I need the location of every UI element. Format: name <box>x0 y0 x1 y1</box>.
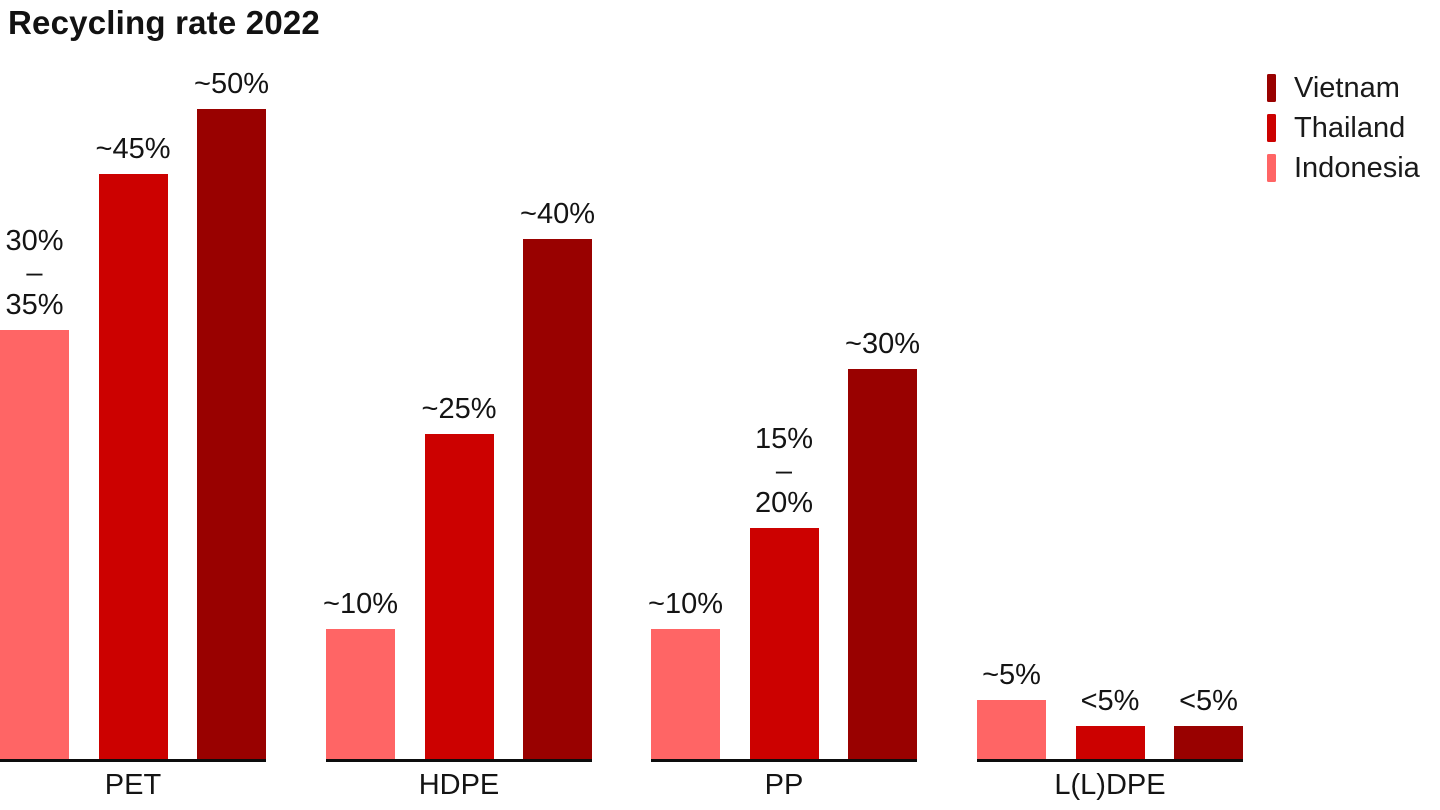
legend: Vietnam Thailand Indonesia <box>1267 74 1420 194</box>
bar-pp-indonesia <box>651 629 720 759</box>
bar-column-vietnam: ~50% <box>194 68 269 759</box>
bar-column-indonesia: ~10% <box>323 588 398 759</box>
bar-value-label: 30% –35% <box>5 225 64 321</box>
bar-group-lldpe: ~5% <5% <5% L(L)DPE <box>977 0 1243 802</box>
group-baseline: ~10% ~25% ~40% <box>323 0 595 762</box>
legend-item-thailand: Thailand <box>1267 112 1420 144</box>
bar-column-indonesia: ~10% <box>648 588 723 759</box>
bar-column-vietnam: ~30% <box>845 328 920 759</box>
group-baseline: 30% –35% ~45% ~50% <box>0 0 269 762</box>
bar-hdpe-indonesia <box>326 629 395 759</box>
legend-item-indonesia: Indonesia <box>1267 152 1420 184</box>
legend-item-vietnam: Vietnam <box>1267 72 1420 104</box>
bar-value-label: ~45% <box>95 133 171 165</box>
bar-column-thailand: <5% <box>1075 685 1145 759</box>
bar-value-label: ~5% <box>982 659 1041 691</box>
bar-value-label: ~40% <box>520 198 595 230</box>
bar-value-label: ~25% <box>421 393 497 425</box>
bar-hdpe-vietnam <box>523 239 592 759</box>
bar-pet-vietnam <box>197 109 266 759</box>
bar-group-hdpe: ~10% ~25% ~40% HDPE <box>323 0 595 802</box>
bar-group-pet: 30% –35% ~45% ~50% PET <box>0 0 269 802</box>
legend-swatch-icon <box>1267 114 1276 142</box>
bar-value-label: ~50% <box>194 68 269 100</box>
legend-swatch-icon <box>1267 154 1276 182</box>
category-label: HDPE <box>418 769 500 801</box>
bar-lldpe-indonesia <box>977 700 1046 759</box>
bar-pp-vietnam <box>848 369 917 759</box>
legend-swatch-icon <box>1267 74 1276 102</box>
bar-value-label: 15% –20% <box>754 423 814 519</box>
group-baseline: ~5% <5% <5% <box>977 0 1243 762</box>
legend-label: Thailand <box>1294 112 1406 144</box>
bar-column-vietnam: <5% <box>1174 685 1243 759</box>
bar-pp-thailand <box>749 528 819 759</box>
bar-lldpe-thailand <box>1075 726 1145 759</box>
bar-column-thailand: 15% –20% <box>749 423 819 759</box>
bar-pet-indonesia <box>0 330 69 759</box>
legend-label: Indonesia <box>1294 152 1420 184</box>
bar-pet-thailand <box>98 174 168 759</box>
bar-group-pp: ~10% 15% –20% ~30% PP <box>648 0 920 802</box>
bar-lldpe-vietnam <box>1174 726 1243 759</box>
bar-value-label: <5% <box>1080 685 1140 717</box>
chart-title: Recycling rate 2022 <box>8 4 320 41</box>
bar-value-label: ~30% <box>845 328 920 360</box>
bar-column-thailand: ~45% <box>95 133 171 759</box>
bar-hdpe-thailand <box>424 434 494 759</box>
bar-column-thailand: ~25% <box>421 393 497 759</box>
bar-value-label: ~10% <box>648 588 723 620</box>
bar-column-vietnam: ~40% <box>520 198 595 759</box>
category-label: L(L)DPE <box>1054 769 1166 801</box>
bar-value-label: ~10% <box>323 588 398 620</box>
category-label: PET <box>104 769 162 801</box>
bar-column-indonesia: 30% –35% <box>0 225 69 759</box>
group-baseline: ~10% 15% –20% ~30% <box>648 0 920 762</box>
bar-column-indonesia: ~5% <box>977 659 1046 759</box>
legend-label: Vietnam <box>1294 72 1400 104</box>
bar-value-label: <5% <box>1179 685 1238 717</box>
category-label: PP <box>764 769 804 801</box>
